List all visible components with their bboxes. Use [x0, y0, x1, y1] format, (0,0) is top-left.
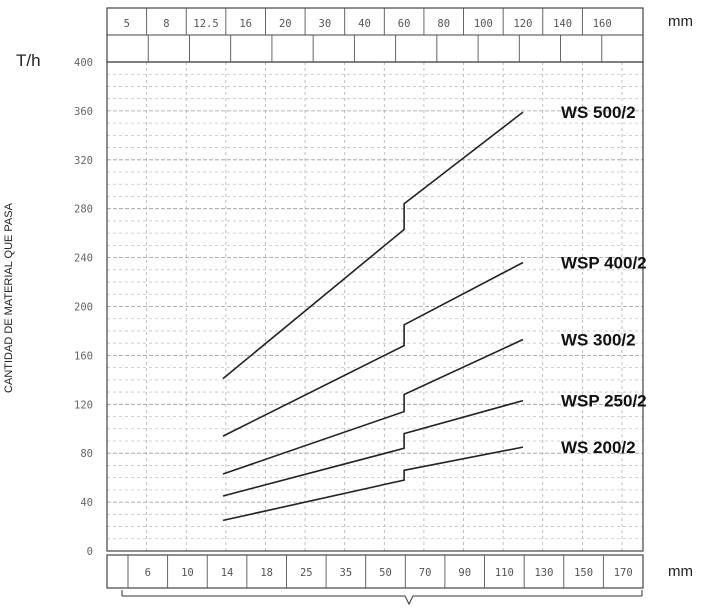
bottom-scale-frame	[106, 554, 644, 589]
top-scale-label: 8	[163, 18, 169, 30]
series-label: WS 500/2	[561, 103, 636, 122]
bottom-scale-unit: mm	[668, 563, 693, 580]
y-tick-label: 360	[74, 106, 93, 118]
top-scale-label: 12.5	[193, 18, 218, 30]
y-tick-label: 320	[74, 155, 93, 167]
y-tick-label: 240	[74, 253, 93, 265]
bottom-scale-label: 18	[260, 567, 273, 579]
bottom-scale-label: 70	[419, 567, 432, 579]
top-scale-label: 100	[474, 18, 493, 30]
top-scale-label: 40	[358, 18, 371, 30]
y-tick-label: 400	[74, 57, 93, 69]
y-tick-label: 0	[87, 546, 93, 558]
bottom-scale-label: 6	[145, 567, 151, 579]
y-tick-label: 40	[80, 497, 93, 509]
y-axis-title: CANTIDAD DE MATERIAL QUE PASA	[3, 202, 15, 393]
top-scale-label: 60	[398, 18, 411, 30]
series-line	[222, 261, 524, 437]
y-tick-label: 280	[74, 204, 93, 216]
top-scale-label: 16	[239, 18, 252, 30]
bottom-scale-label: 14	[221, 567, 234, 579]
top-scale-label: 20	[279, 18, 292, 30]
series-line	[222, 399, 524, 497]
series-label: WS 200/2	[561, 438, 636, 457]
grid	[106, 62, 643, 551]
top-scale-label: 160	[593, 18, 612, 30]
bottom-scale-label: 130	[534, 567, 553, 579]
bottom-scale-label: 35	[340, 567, 353, 579]
top-scale-label: 120	[513, 18, 532, 30]
top-scale: 5 8 12.5 16 20 30 40 60 80 100 120 140 160	[106, 7, 644, 63]
series-label: WSP 250/2	[561, 392, 647, 411]
bottom-scale-label: 150	[574, 567, 593, 579]
bottom-scale-label: 10	[181, 567, 194, 579]
y-axis: 0 40 80 120 160 200 240 280 320 360 400	[74, 57, 93, 558]
y-tick-label: 120	[74, 399, 93, 411]
top-scale-label: 30	[319, 18, 332, 30]
series-line	[222, 446, 524, 522]
series-lines	[222, 111, 524, 522]
series-line	[222, 338, 524, 475]
y-tick-label: 160	[74, 350, 93, 362]
top-scale-label: 80	[437, 18, 450, 30]
bottom-brace	[121, 590, 643, 606]
bottom-scale-label: 110	[495, 567, 514, 579]
bottom-scale: 6 10 14 18 25 35 50 70 90 110 130 150 170	[106, 554, 644, 589]
top-scale-unit: mm	[668, 13, 693, 30]
y-tick-label: 80	[80, 448, 93, 460]
top-scale-label: 140	[553, 18, 572, 30]
top-scale-label: 5	[124, 18, 130, 30]
bottom-scale-label: 25	[300, 567, 313, 579]
series-label: WS 300/2	[561, 331, 636, 350]
bottom-scale-label: 170	[614, 567, 633, 579]
y-unit-label: T/h	[16, 51, 41, 70]
series-label: WSP 400/2	[561, 253, 647, 272]
bottom-scale-label: 90	[458, 567, 471, 579]
series-labels: WS 500/2 WSP 400/2 WS 300/2 WSP 250/2 WS 200…	[561, 103, 647, 457]
series-line	[222, 111, 524, 380]
y-tick-label: 200	[74, 302, 93, 314]
bottom-scale-label: 50	[379, 567, 392, 579]
